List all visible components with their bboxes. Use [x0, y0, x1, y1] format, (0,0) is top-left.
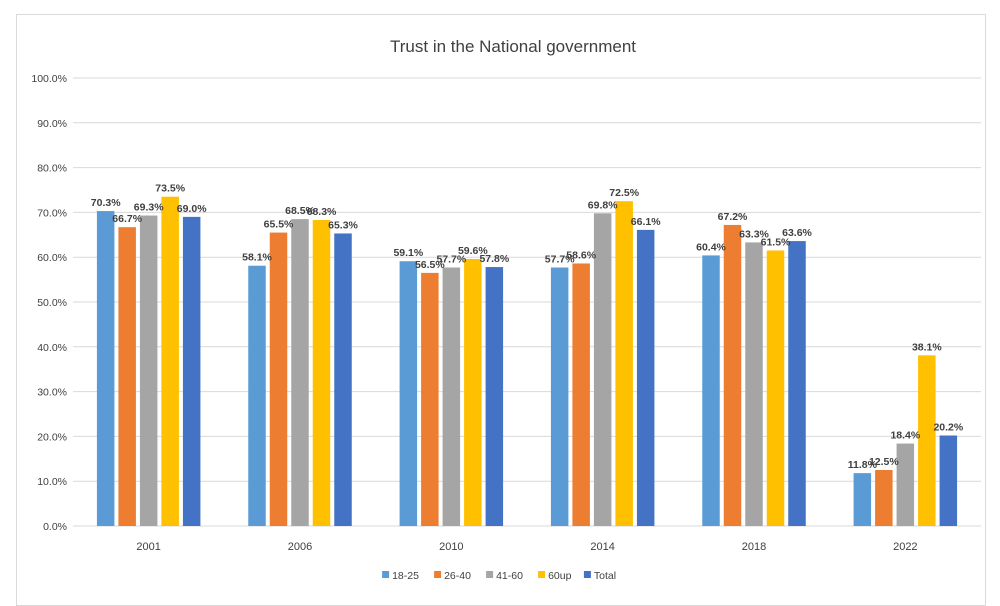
bar-18-25-2018	[702, 255, 720, 526]
data-label: 38.1%	[912, 341, 942, 353]
bar-26-40-2010	[421, 272, 439, 526]
x-category-label: 2010	[439, 541, 463, 553]
bar-18-25-2022	[853, 473, 872, 526]
bars	[96, 196, 958, 527]
data-labels: 70.3% 66.7%69.3% 73.5% 69.0% 58.1% 65.5% 68.5%…	[91, 183, 964, 471]
bar-total-2001	[182, 216, 201, 526]
bar-26-40-2022	[875, 470, 893, 526]
y-tick-label: 0.0%	[43, 521, 67, 533]
bar-26-40-2006	[269, 232, 288, 526]
bar-18-25-2001	[96, 211, 115, 526]
bar-26-40-2018	[723, 224, 742, 526]
y-tick-label: 90.0%	[37, 118, 67, 130]
bar-41-60-2018	[745, 242, 763, 526]
chart-frame: Trust in the National government 0.0% 10.…	[16, 14, 986, 606]
bar-26-40-2001	[118, 227, 136, 526]
data-label: 63.6%	[782, 227, 812, 239]
data-label: 63.3%	[739, 228, 769, 240]
bar-60up-2022	[918, 355, 936, 526]
data-label: 67.2%	[718, 211, 748, 223]
bar-60up-2010	[464, 258, 482, 526]
x-category-label: 2006	[288, 541, 312, 553]
data-label: 11.8%	[848, 459, 878, 471]
data-label: 58.1%	[242, 252, 272, 264]
data-label: 57.7%	[436, 254, 466, 266]
legend-swatch-total	[583, 571, 591, 578]
legend-label: 26-40	[444, 570, 471, 582]
data-label: 69.8%	[588, 199, 618, 211]
data-label: 69.0%	[177, 203, 207, 215]
legend-label: 41-60	[496, 570, 523, 582]
chart-title: Trust in the National government	[390, 37, 636, 56]
x-axis-categories: 2001 2006 2010 2014 2018 2022	[136, 541, 917, 553]
data-label: 73.5%	[155, 183, 185, 195]
data-label: 66.1%	[631, 216, 661, 228]
bar-18-25-2006	[248, 265, 266, 526]
data-label: 58.6%	[566, 249, 596, 261]
y-tick-label: 10.0%	[37, 476, 67, 488]
bar-60up-2006	[312, 220, 331, 527]
x-category-label: 2022	[893, 541, 917, 553]
bar-total-2018	[788, 241, 806, 526]
bar-60up-2001	[161, 196, 179, 526]
gridlines	[73, 77, 981, 527]
data-label: 65.3%	[328, 219, 358, 231]
legend-swatch-18-25	[382, 571, 390, 578]
x-category-label: 2001	[136, 541, 160, 553]
y-tick-label: 60.0%	[37, 252, 67, 264]
y-axis-ticks: 0.0% 10.0% 20.0% 30.0% 40.0% 50.0% 60.0% 70.0% 8…	[31, 73, 67, 533]
data-label: 57.7%	[545, 254, 575, 266]
data-label: 60.4%	[696, 241, 726, 253]
data-label: 56.5%	[415, 259, 445, 271]
x-category-label: 2014	[590, 541, 614, 553]
data-label: 65.5%	[264, 219, 294, 231]
data-label: 57.8%	[479, 253, 509, 265]
bar-26-40-2014	[572, 263, 590, 526]
y-tick-label: 50.0%	[37, 297, 67, 309]
bar-60up-2014	[615, 201, 633, 526]
data-label: 72.5%	[609, 187, 639, 199]
legend-swatch-41-60	[486, 571, 494, 578]
y-tick-label: 40.0%	[37, 342, 67, 354]
bar-total-2006	[334, 233, 352, 526]
bar-41-60-2010	[442, 267, 461, 526]
bar-60up-2018	[766, 250, 785, 527]
y-tick-label: 80.0%	[37, 163, 67, 175]
bar-total-2014	[636, 229, 655, 526]
data-label: 20.2%	[933, 422, 963, 434]
data-label: 66.7%	[112, 213, 142, 225]
chart-svg: Trust in the National government 0.0% 10.…	[31, 37, 981, 582]
legend: 18-25 26-40 41-60 60up Total	[382, 570, 616, 582]
legend-swatch-60up	[538, 571, 546, 578]
bar-18-25-2014	[550, 267, 569, 526]
x-category-label: 2018	[742, 541, 766, 553]
bar-total-2022	[939, 435, 958, 526]
bar-41-60-2001	[139, 215, 158, 526]
bar-total-2010	[485, 267, 504, 526]
data-label: 18.4%	[890, 430, 920, 442]
legend-label: 18-25	[392, 570, 419, 582]
legend-label: 60up	[548, 570, 572, 582]
y-tick-label: 20.0%	[37, 431, 67, 443]
legend-swatch-26-40	[434, 571, 442, 578]
data-label: 61.5%	[761, 236, 791, 248]
data-label: 12.5%	[869, 456, 899, 468]
bar-41-60-2006	[291, 219, 309, 526]
bar-18-25-2010	[399, 261, 418, 526]
data-label: 70.3%	[91, 197, 121, 209]
y-tick-label: 100.0%	[31, 73, 67, 85]
y-tick-label: 30.0%	[37, 387, 67, 399]
legend-label: Total	[594, 570, 616, 582]
data-label: 69.3%	[134, 202, 164, 214]
data-label: 68.3%	[307, 206, 337, 218]
bar-41-60-2014	[593, 213, 612, 526]
bar-41-60-2022	[896, 443, 915, 526]
data-label: 68.5%	[285, 205, 315, 217]
data-label: 59.6%	[458, 245, 488, 257]
y-tick-label: 70.0%	[37, 207, 67, 219]
data-label: 59.1%	[393, 247, 423, 259]
